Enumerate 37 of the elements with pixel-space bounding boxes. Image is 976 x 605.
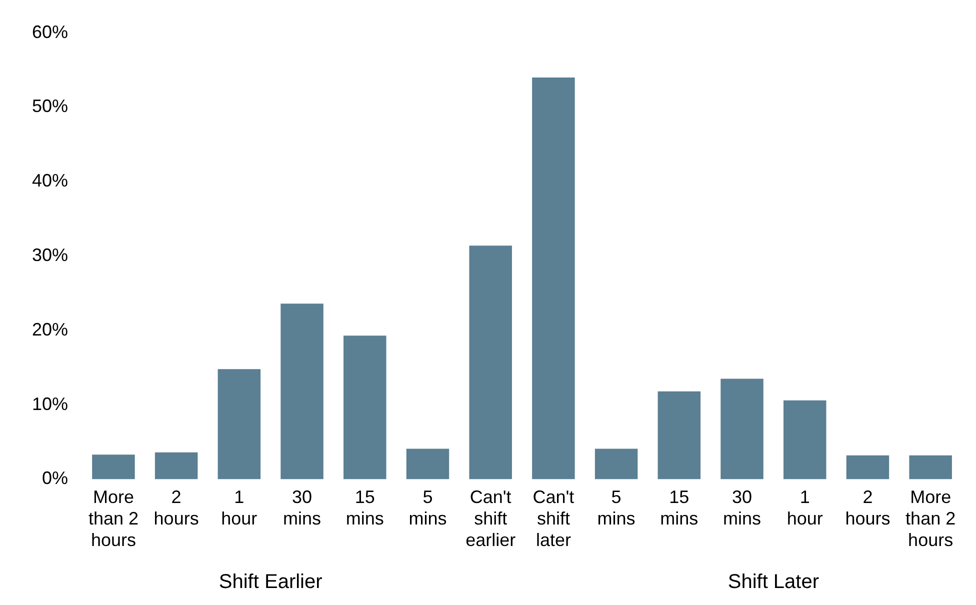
bar	[658, 391, 701, 480]
bar	[783, 400, 826, 480]
x-tick-label: More than 2 hours	[88, 486, 138, 550]
y-tick-label: 10%	[32, 394, 68, 414]
x-tick-label: 2 hours	[845, 486, 890, 529]
bar	[846, 455, 890, 480]
bar	[909, 455, 952, 480]
y-tick-label: 20%	[32, 319, 68, 340]
text: Shift Later	[728, 571, 820, 593]
x-tick-label: 5 mins	[408, 486, 447, 529]
y-tick-label: 50%	[32, 96, 68, 116]
bar	[280, 304, 324, 480]
bar	[720, 378, 764, 480]
x-tick-label: 5 mins	[597, 486, 636, 529]
bar	[218, 369, 261, 480]
y-tick-label: 0%	[42, 468, 68, 488]
y-tick-label: 30%	[32, 244, 68, 265]
x-tick-label: 15 mins	[346, 486, 384, 529]
x-tick-label: 1 hour	[786, 486, 823, 529]
bar	[92, 454, 135, 480]
x-tick-label: 15 mins	[660, 486, 698, 529]
x-tick-label: 1 hour	[221, 486, 258, 529]
bar	[406, 448, 450, 480]
x-tick-label: 2 hours	[154, 486, 199, 529]
y-tick-label: 40%	[32, 170, 68, 191]
x-tick-label: 30 mins	[283, 486, 322, 529]
x-tick-label: Can't shift earlier	[466, 486, 516, 550]
bar	[532, 77, 575, 480]
bar	[594, 448, 638, 480]
bar	[469, 246, 512, 480]
x-tick-label: More than 2 hours	[906, 486, 956, 550]
text: Shift Earlier	[218, 571, 323, 593]
bar	[344, 336, 386, 480]
x-tick-label: 30 mins	[723, 486, 762, 529]
bar	[154, 452, 198, 480]
x-tick-label: Can't shift later	[532, 486, 574, 550]
y-tick-label: 60%	[32, 22, 68, 42]
